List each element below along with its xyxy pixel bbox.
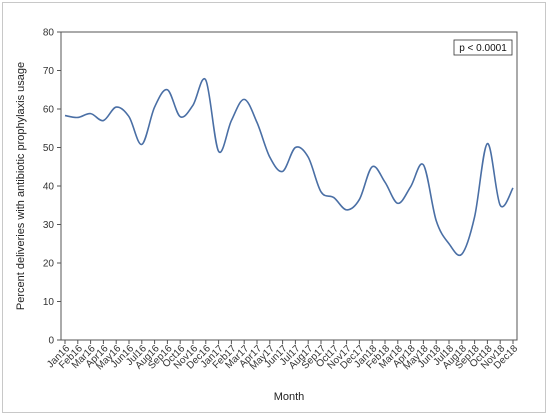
y-tick-label: 80 — [43, 28, 55, 39]
chart-frame — [2, 2, 546, 413]
y-tick-label: 30 — [43, 220, 55, 231]
y-axis: 0 10 20 30 40 50 60 70 80 — [43, 28, 61, 347]
y-axis-title: Percent deliveries with antibiotic proph… — [15, 62, 27, 310]
y-tick-label: 60 — [43, 105, 55, 116]
y-tick-label: 20 — [43, 259, 55, 270]
annotation-text: p < 0.0001 — [459, 43, 507, 54]
y-tick-label: 50 — [43, 143, 55, 154]
y-tick-label: 70 — [43, 66, 55, 77]
y-tick-label: 10 — [43, 297, 55, 308]
annotation-box: p < 0.0001 — [453, 39, 513, 56]
series-line — [64, 77, 514, 257]
y-tick-label: 0 — [48, 336, 54, 347]
x-axis: Jan16Feb16Mar16Apr16May16Jun16Jul16Aug16… — [45, 340, 520, 372]
y-tick-label: 40 — [43, 182, 55, 193]
plot-area — [60, 31, 518, 341]
x-axis-title: Month — [274, 391, 305, 403]
